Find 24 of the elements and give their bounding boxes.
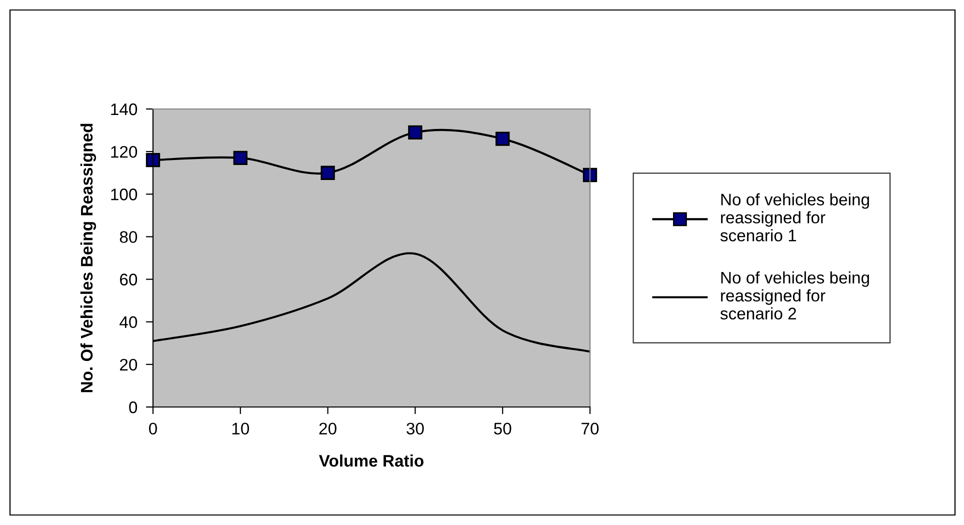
y-tick-label: 80 bbox=[120, 231, 138, 243]
point bbox=[582, 168, 598, 182]
point bbox=[408, 125, 422, 140]
y-tick-label: 0 bbox=[129, 401, 138, 414]
x-tick-label: 50 bbox=[494, 422, 512, 435]
legend-label: No of vehicles being reassigned for scenario 2 bbox=[720, 271, 869, 320]
y-tick-label: 140 bbox=[111, 103, 138, 116]
y-axis-title: No. Of Vehicles Being Reassigned bbox=[80, 124, 96, 392]
x-tick-label: 20 bbox=[319, 422, 336, 435]
y-tick-label: 120 bbox=[111, 146, 138, 158]
point bbox=[146, 153, 160, 168]
x-tick-label: 0 bbox=[149, 422, 157, 435]
x-tick-label: 10 bbox=[232, 422, 250, 435]
legend-label: No of vehicles being reassigned for scenario 1 bbox=[720, 193, 869, 242]
x-axis-title: Volume Ratio bbox=[318, 454, 424, 467]
y-tick-label: 20 bbox=[120, 358, 138, 371]
point bbox=[320, 166, 335, 180]
point bbox=[496, 132, 510, 146]
x-tick-label: 70 bbox=[582, 422, 599, 435]
y-tick-label: 100 bbox=[111, 188, 138, 200]
y-tick-label: 40 bbox=[120, 316, 138, 328]
x-tick-label: 30 bbox=[406, 422, 424, 435]
point bbox=[233, 150, 248, 166]
y-tick-label: 60 bbox=[120, 274, 138, 286]
